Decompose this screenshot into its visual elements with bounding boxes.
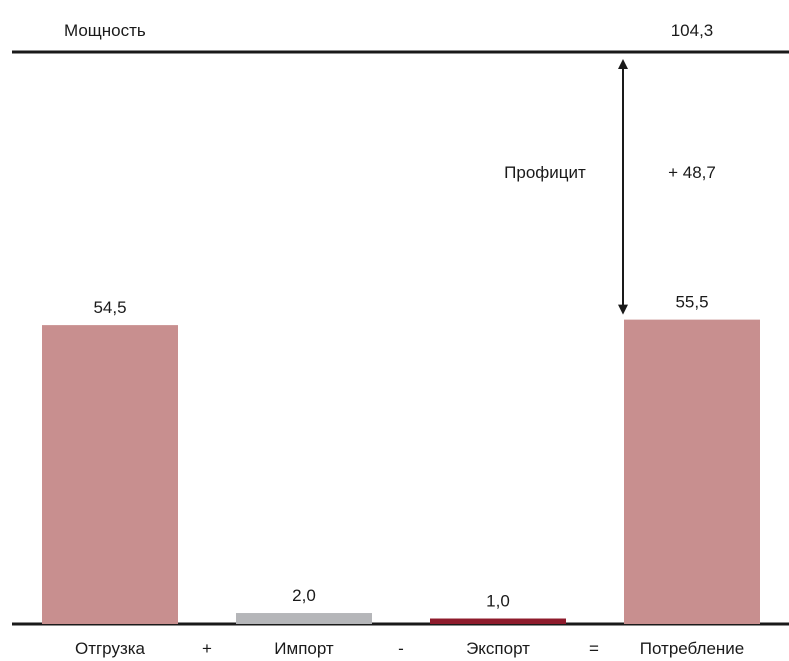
capacity-label: Мощность bbox=[64, 21, 146, 40]
capacity-value: 104,3 bbox=[671, 21, 714, 40]
operator-plus: + bbox=[202, 639, 212, 658]
category-label-export: Экспорт bbox=[466, 639, 530, 658]
value-label-shipment: 54,5 bbox=[93, 298, 126, 317]
bar-export bbox=[430, 618, 566, 624]
category-label-consumption: Потребление bbox=[640, 639, 745, 658]
category-label-shipment: Отгрузка bbox=[75, 639, 146, 658]
value-label-export: 1,0 bbox=[486, 592, 510, 611]
surplus-value: + 48,7 bbox=[668, 163, 716, 182]
value-label-consumption: 55,5 bbox=[675, 293, 708, 312]
category-label-import: Импорт bbox=[274, 639, 334, 658]
value-label-import: 2,0 bbox=[292, 586, 316, 605]
operator-equals: = bbox=[589, 639, 599, 658]
bar-import bbox=[236, 613, 372, 624]
surplus-label: Профицит bbox=[504, 163, 586, 182]
operator-minus: - bbox=[398, 639, 404, 658]
bar-shipment bbox=[42, 325, 178, 624]
bar-consumption bbox=[624, 319, 760, 624]
